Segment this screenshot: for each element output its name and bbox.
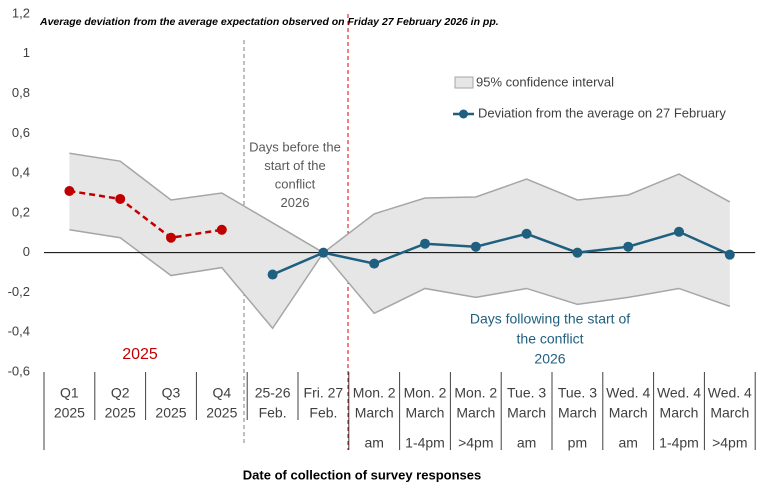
annotation: 2025	[122, 346, 158, 363]
y-tick-label: 0	[23, 244, 30, 259]
x-tick-label: Q1	[60, 385, 79, 401]
ci-upper	[69, 152, 731, 254]
x-tick-label: Q2	[111, 385, 130, 401]
legend-swatch	[459, 109, 468, 119]
x-tick-label: >4pm	[712, 435, 747, 451]
annotation: 2026	[281, 195, 310, 210]
legend-label: Deviation from the average on 27 Februar…	[478, 105, 726, 120]
x-tick-label: 1-4pm	[405, 435, 445, 451]
x-tick-label: Wed. 4	[606, 385, 650, 401]
chart-title: Average deviation from the average expec…	[39, 16, 499, 28]
x-tick-label: Fri. 27	[304, 385, 344, 401]
x-tick-label: 2025	[206, 405, 237, 421]
x-tick-label: Feb.	[259, 405, 287, 421]
ci-lower	[69, 229, 731, 330]
point	[115, 193, 126, 204]
x-tick-label: pm	[568, 435, 587, 451]
annotation: conflict	[275, 176, 316, 191]
point	[216, 224, 227, 235]
x-tick-label: 2025	[54, 405, 85, 421]
annotation: Days following the start of	[470, 311, 630, 327]
x-tick-label: March	[710, 405, 749, 421]
x-tick-label: Tue. 3	[558, 385, 597, 401]
x-tick-label: March	[558, 405, 597, 421]
x-axis-title: Date of collection of survey responses	[243, 467, 481, 482]
x-tick-label: 1-4pm	[659, 435, 699, 451]
x-tick-label: Mon. 2	[353, 385, 396, 401]
x-tick-label: 2025	[155, 405, 186, 421]
y-tick-label: -0,6	[8, 363, 30, 378]
y-tick-label: -0,4	[8, 324, 30, 339]
x-tick-label: March	[406, 405, 445, 421]
point	[521, 228, 532, 239]
x-tick-label: 2025	[105, 405, 136, 421]
legend-swatch	[454, 76, 474, 89]
point	[64, 186, 75, 197]
annotation: start of the	[264, 158, 325, 173]
x-tick-label: Tue. 3	[507, 385, 546, 401]
x-tick-label: am	[364, 435, 383, 451]
x-tick-label: March	[660, 405, 699, 421]
x-tick-label: >4pm	[458, 435, 493, 451]
x-tick-label: March	[456, 405, 495, 421]
legend-label: 95% confidence interval	[476, 74, 614, 89]
x-tick-label: March	[355, 405, 394, 421]
series-line	[272, 230, 731, 276]
y-tick-label: 0,2	[12, 204, 30, 219]
y-tick-label: 1	[23, 45, 30, 60]
x-tick-label: 25-26	[255, 385, 291, 401]
point	[572, 247, 583, 258]
x-tick-label: am	[517, 435, 536, 451]
series-line	[69, 189, 222, 240]
x-tick-label: Feb.	[309, 405, 337, 421]
x-tick-label: Q3	[162, 385, 181, 401]
annotation: 2026	[534, 351, 565, 367]
annotation: the conflict	[517, 331, 584, 347]
point	[420, 238, 430, 249]
x-tick-label: Mon. 2	[454, 385, 497, 401]
confidence-band	[69, 153, 730, 329]
x-tick-label: Q4	[212, 385, 231, 401]
point	[318, 247, 329, 258]
y-tick-label: 0,6	[12, 125, 30, 140]
x-tick-label: Wed. 4	[708, 385, 752, 401]
point	[267, 269, 278, 280]
x-tick-label: March	[609, 405, 648, 421]
y-tick-label: 1,2	[12, 5, 30, 20]
x-tick-label: am	[618, 435, 637, 451]
point	[369, 258, 380, 269]
point	[674, 226, 684, 237]
y-tick-label: -0,2	[8, 284, 30, 299]
point	[623, 241, 634, 252]
annotation: Days before the	[249, 139, 341, 154]
y-tick-label: 0,8	[12, 85, 30, 100]
x-tick-label: March	[507, 405, 546, 421]
y-tick-label: 0,4	[12, 165, 30, 180]
x-tick-label: Wed. 4	[657, 385, 701, 401]
point	[470, 241, 481, 252]
point	[166, 232, 176, 243]
x-tick-label: Mon. 2	[404, 385, 447, 401]
point	[724, 249, 735, 260]
